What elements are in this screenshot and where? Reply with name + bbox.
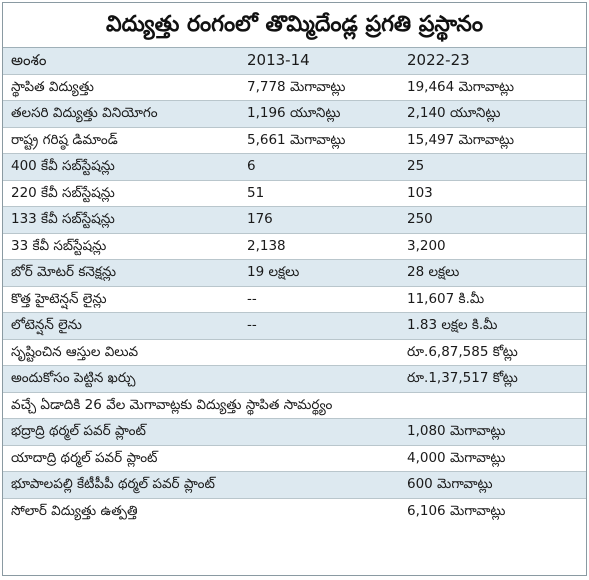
value-2013-14: 2,138 [247,237,286,254]
table-row: స్థాపిత విద్యుత్తు 7,778 మెగావాట్లు 19,4… [3,75,586,101]
value-2013-14: 1,196 యూనిట్లు [247,105,341,121]
value-2013-14: 7,778 మెగావాట్లు [247,78,346,95]
row-label: తలసరి విద్యుత్తు వినియోగం [11,105,158,121]
table-row: 33 కేవీ సబ్‌స్టేషన్లు 2,138 3,200 [3,234,586,260]
row-label: 133 కేవీ సబ్‌స్టేషన్లు [11,211,115,227]
table-row: తలసరి విద్యుత్తు వినియోగం 1,196 యూనిట్లు… [3,101,586,128]
value-2022-23: 19,464 మెగావాట్లు [407,78,515,95]
row-label: బోర్ మోటర్ కనెక్షన్లు [11,264,117,280]
capacity-subheading-row: వచ్చే ఏడాదికి 26 వేల మెగావాట్లకు విద్యుత… [3,393,586,419]
plant-capacity: 4,000 మెగావాట్లు [407,449,506,466]
plant-row: భద్రాద్రి థర్మల్ పవర్ ప్లాంట్ 1,080 మెగా… [3,419,586,446]
table-row: 220 కేవీ సబ్‌స్టేషన్లు 51 103 [3,181,586,207]
value-2013-14: 6 [247,158,256,174]
plant-name: భద్రాద్రి థర్మల్ పవర్ ప్లాంట్ [11,423,146,439]
plant-capacity: 600 మెగావాట్లు [407,476,493,492]
value-2013-14: 176 [247,211,273,227]
plant-capacity: 6,106 మెగావాట్లు [407,502,506,519]
table-row: రాష్ట్ర గరిష్ఠ డిమాండ్ 5,661 మెగావాట్లు … [3,128,586,154]
plant-name: యాదాద్రి థర్మల్ పవర్ ప్లాంట్ [11,449,158,466]
value-2013-14: 19 లక్షలు [247,264,300,280]
row-label: 400 కేవీ సబ్‌స్టేషన్లు [11,158,115,174]
value-2022-23: 25 [407,158,425,174]
table-row: బోర్ మోటర్ కనెక్షన్లు 19 లక్షలు 28 లక్షల… [3,260,586,287]
plant-name: సోలార్ విద్యుత్తు ఉత్పత్తి [11,502,138,519]
row-label: సృష్టించిన ఆస్తుల విలువ [11,343,139,360]
plant-name: భూపాలపల్లి కేటీపీపీ థర్మల్ పవర్ ప్లాంట్ [11,476,215,492]
value-2022-23: 11,607 కి.మీ [407,290,485,307]
value-2013-14: -- [247,317,257,333]
row-label: అందుకోసం పెట్టిన ఖర్చు [11,370,136,386]
row-label: రాష్ట్ర గరిష్ఠ డిమాండ్ [11,131,118,148]
value-2022-23: 15,497 మెగావాట్లు [407,131,515,148]
value-2022-23: 3,200 [407,237,446,254]
value-2022-23: రూ.6,87,585 కోట్లు [407,343,518,360]
row-label: 33 కేవీ సబ్‌స్టేషన్లు [11,237,107,254]
value-2022-23: 103 [407,184,433,201]
header-item: అంశం [11,51,47,69]
value-2013-14: -- [247,290,257,307]
table-row: అందుకోసం పెట్టిన ఖర్చు రూ.1,37,517 కోట్ల… [3,366,586,393]
header-2022-23: 2022-23 [407,51,470,69]
row-label: 220 కేవీ సబ్‌స్టేషన్లు [11,184,115,201]
value-2022-23: 2,140 యూనిట్లు [407,105,501,121]
table-row: లోటెన్షన్ లైను -- 1.83 లక్షల కి.మీ [3,313,586,340]
capacity-subheading: వచ్చే ఏడాదికి 26 వేల మెగావాట్లకు విద్యుత… [11,396,333,413]
header-row: అంశం 2013-14 2022-23 [3,48,586,75]
value-2013-14: 51 [247,184,265,201]
value-2013-14: 5,661 మెగావాట్లు [247,131,346,148]
table-row: 400 కేవీ సబ్‌స్టేషన్లు 6 25 [3,154,586,181]
row-label: స్థాపిత విద్యుత్తు [11,78,94,95]
value-2022-23: 250 [407,211,433,227]
plant-row: యాదాద్రి థర్మల్ పవర్ ప్లాంట్ 4,000 మెగావ… [3,446,586,472]
table-title: విద్యుత్తు రంగంలో తొమ్మిదేండ్ల ప్రగతి ప్… [3,3,586,48]
value-2022-23: 1.83 లక్షల కి.మీ [407,317,498,333]
plant-row: భూపాలపల్లి కేటీపీపీ థర్మల్ పవర్ ప్లాంట్ … [3,472,586,499]
header-2013-14: 2013-14 [247,51,310,69]
row-label: లోటెన్షన్ లైను [11,317,82,333]
plant-capacity: 1,080 మెగావాట్లు [407,423,506,439]
value-2022-23: 28 లక్షలు [407,264,460,280]
value-2022-23: రూ.1,37,517 కోట్లు [407,370,518,386]
table-row: సృష్టించిన ఆస్తుల విలువ రూ.6,87,585 కోట్… [3,340,586,366]
plant-row: సోలార్ విద్యుత్తు ఉత్పత్తి 6,106 మెగావాట… [3,499,586,525]
row-label: కొత్త హైటెన్షన్ లైన్లు [11,290,107,307]
table-row: కొత్త హైటెన్షన్ లైన్లు -- 11,607 కి.మీ [3,287,586,313]
table-row: 133 కేవీ సబ్‌స్టేషన్లు 176 250 [3,207,586,234]
